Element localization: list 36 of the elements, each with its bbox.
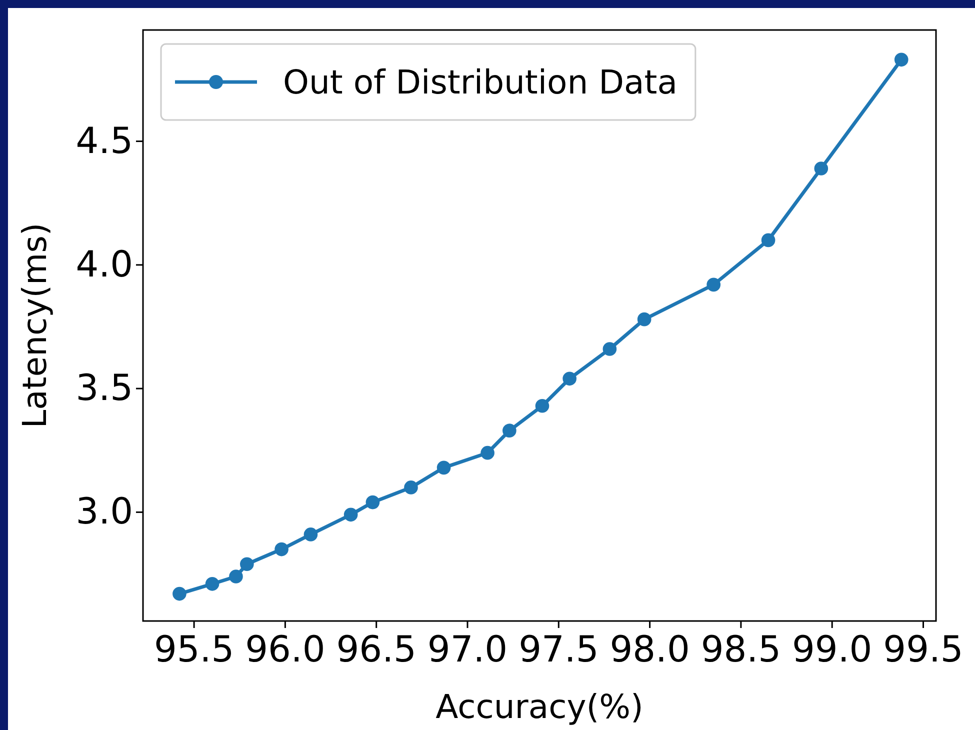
point [761,233,776,248]
point [205,577,220,591]
y-tick-label: 4.0 [76,244,133,286]
point [706,278,721,292]
x-tick-label: 97.5 [518,630,599,671]
point [602,342,617,356]
point [274,542,288,556]
x-tick-label: 99.0 [792,630,872,671]
point [404,480,418,494]
point [304,528,318,542]
x-tick-label: 96.0 [245,630,326,671]
point [240,557,254,572]
x-tick-label: 97.0 [427,630,508,671]
x-axis-title: Accuracy(%) [436,687,644,726]
x-tick-label: 99.5 [883,630,964,671]
y-axis-title: Latency(ms) [15,222,54,428]
y-tick-label: 3.0 [76,492,133,533]
y-tick-label: 4.5 [76,120,133,162]
x-tick-label: 96.5 [336,630,416,671]
point [436,460,451,475]
legend-label: Out of Distribution Data [283,62,678,102]
point [535,398,550,413]
point [344,508,358,522]
point [637,312,652,326]
x-tick-label: 98.0 [610,630,690,671]
y-tick-label: 3.5 [76,368,133,410]
point [172,586,186,601]
point [814,162,828,176]
x-tick-label: 95.5 [154,630,234,671]
x-tick-label: 98.5 [700,630,782,671]
point [229,570,243,584]
point [480,446,494,460]
point [562,372,576,386]
point [502,424,516,438]
point [894,52,908,67]
point [366,495,380,510]
